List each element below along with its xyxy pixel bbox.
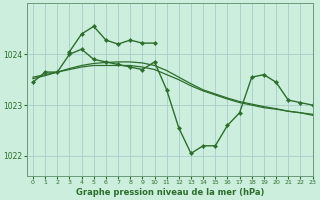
X-axis label: Graphe pression niveau de la mer (hPa): Graphe pression niveau de la mer (hPa): [76, 188, 264, 197]
